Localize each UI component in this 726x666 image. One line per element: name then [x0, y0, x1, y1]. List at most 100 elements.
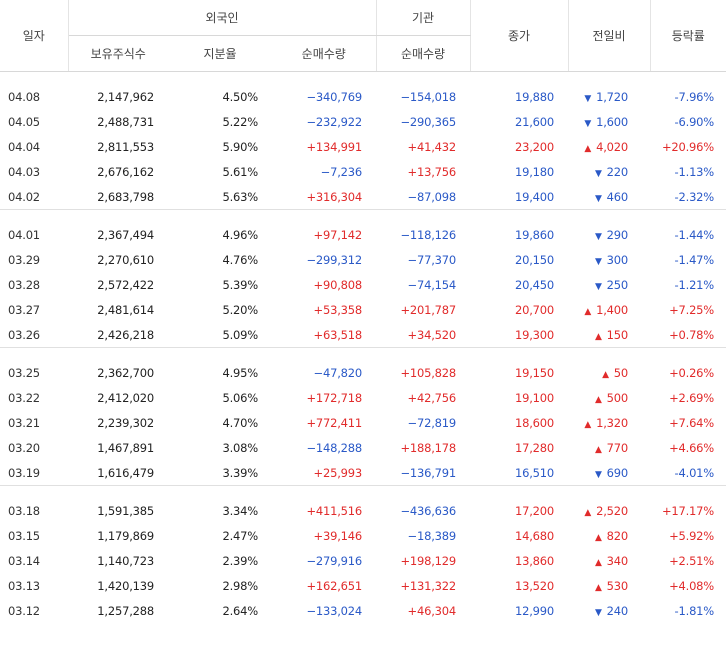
up-triangle-icon: ▲ [594, 394, 602, 405]
up-triangle-icon: ▲ [594, 444, 602, 455]
change-cell: ▼ 220 [568, 159, 650, 184]
down-triangle-icon: ▼ [594, 607, 602, 618]
header-foreign-ratio: 지분율 [168, 35, 272, 72]
change-value: 500 [606, 390, 629, 405]
table-row: 03.22 2,412,020 5.06% +172,718 +42,756 19,100… [0, 385, 726, 410]
change-cell: ▲ 1,320 [568, 410, 650, 435]
foreign-ratio-cell: 3.08% [222, 440, 258, 455]
date-cell: 03.20 [8, 440, 40, 455]
table-row: 04.08 2,147,962 4.50% −340,769 −154,018 19,88… [0, 84, 726, 109]
date-cell: 03.25 [8, 365, 40, 380]
change-cell: ▲ 500 [568, 385, 650, 410]
foreign-holding-cell: 2,683,798 [97, 189, 154, 204]
foreign-ratio-cell: 5.39% [222, 277, 258, 292]
date-cell: 03.14 [8, 553, 40, 568]
institution-net-cell: +131,322 [400, 578, 457, 593]
institution-net-cell: +201,787 [400, 302, 457, 317]
foreign-net-cell: +97,142 [313, 227, 363, 242]
change-cell: ▼ 300 [568, 247, 650, 272]
foreign-holding-cell: 1,140,723 [97, 553, 154, 568]
divider-cell [0, 209, 726, 222]
institution-net-cell: −436,636 [400, 503, 457, 518]
foreign-ratio-cell: 4.76% [222, 252, 258, 267]
change-cell: ▲ 770 [568, 435, 650, 460]
date-cell: 03.18 [8, 503, 40, 518]
change-cell: ▼ 690 [568, 460, 650, 486]
close-price-cell: 16,510 [514, 465, 555, 480]
change-rate-cell: -7.96% [674, 89, 715, 104]
change-value: 150 [606, 327, 629, 342]
change-cell: ▲ 150 [568, 322, 650, 348]
foreign-ratio-cell: 5.22% [222, 114, 258, 129]
change-rate-cell: -1.44% [674, 227, 715, 242]
header-date: 일자 [0, 0, 69, 72]
close-price-cell: 20,150 [514, 252, 555, 267]
foreign-net-cell: −7,236 [320, 164, 363, 179]
institution-net-cell: +198,129 [400, 553, 457, 568]
table-row: 03.19 1,616,479 3.39% +25,993 −136,791 16,510… [0, 460, 726, 486]
change-value: 690 [606, 465, 629, 480]
foreign-ratio-cell: 5.06% [222, 390, 258, 405]
close-price-cell: 17,280 [514, 440, 555, 455]
institution-net-cell: −72,819 [407, 415, 457, 430]
change-value: 1,320 [596, 415, 629, 430]
change-rate-cell: +0.26% [669, 365, 715, 380]
change-cell: ▼ 1,720 [568, 84, 650, 109]
header-foreign-net: 순매수량 [272, 35, 377, 72]
table-row: 03.29 2,270,610 4.76% −299,312 −77,370 20,150… [0, 247, 726, 272]
table-row: 04.04 2,811,553 5.90% +134,991 +41,432 23,200… [0, 134, 726, 159]
institution-net-cell: +46,304 [407, 603, 457, 618]
change-value: 300 [606, 252, 629, 267]
change-cell: ▲ 530 [568, 573, 650, 598]
institution-net-cell: −118,126 [400, 227, 457, 242]
change-cell: ▼ 240 [568, 598, 650, 623]
foreign-net-cell: +39,146 [313, 528, 363, 543]
change-value: 220 [606, 164, 629, 179]
change-rate-cell: +4.08% [669, 578, 715, 593]
table-row: 04.03 2,676,162 5.61% −7,236 +13,756 19,180 ▼ 2… [0, 159, 726, 184]
foreign-net-cell: −340,769 [306, 89, 363, 104]
change-value: 1,400 [596, 302, 629, 317]
investor-trading-table: 일자 외국인 기관 종가 전일비 등락률 보유주식수 지분율 순매수량 순매수량… [0, 0, 726, 623]
header-change-rate: 등락률 [650, 0, 726, 72]
foreign-ratio-cell: 4.70% [222, 415, 258, 430]
close-price-cell: 20,700 [514, 302, 555, 317]
change-value: 340 [606, 553, 629, 568]
change-rate-cell: +7.64% [669, 415, 715, 430]
date-cell: 04.08 [8, 89, 40, 104]
change-rate-cell: +4.66% [669, 440, 715, 455]
change-cell: ▲ 820 [568, 523, 650, 548]
foreign-net-cell: +172,718 [306, 390, 363, 405]
change-rate-cell: +2.51% [669, 553, 715, 568]
divider-cell [0, 72, 726, 85]
institution-net-cell: −154,018 [400, 89, 457, 104]
institution-net-cell: +34,520 [407, 327, 457, 342]
foreign-ratio-cell: 2.64% [222, 603, 258, 618]
header-institution-net: 순매수량 [376, 35, 471, 72]
institution-net-cell: +105,828 [400, 365, 457, 380]
close-price-cell: 18,600 [514, 415, 555, 430]
date-cell: 04.02 [8, 189, 40, 204]
institution-net-cell: +42,756 [407, 390, 457, 405]
up-triangle-icon: ▲ [594, 582, 602, 593]
institution-net-cell: +41,432 [407, 139, 457, 154]
change-rate-cell: -4.01% [674, 465, 715, 480]
change-cell: ▲ 1,400 [568, 297, 650, 322]
change-value: 1,720 [596, 89, 629, 104]
table-row: 04.02 2,683,798 5.63% +316,304 −87,098 19,400… [0, 184, 726, 210]
close-price-cell: 19,100 [514, 390, 555, 405]
table-row: 04.01 2,367,494 4.96% +97,142 −118,126 19,860… [0, 222, 726, 247]
table-row: 03.28 2,572,422 5.39% +90,808 −74,154 20,450 ▼… [0, 272, 726, 297]
change-value: 290 [606, 227, 629, 242]
header-foreign-group: 외국인 [68, 0, 377, 36]
foreign-net-cell: −232,922 [306, 114, 363, 129]
date-cell: 04.05 [8, 114, 40, 129]
change-cell: ▼ 1,600 [568, 109, 650, 134]
up-triangle-icon: ▲ [584, 507, 592, 518]
table-row: 03.21 2,239,302 4.70% +772,411 −72,819 18,600… [0, 410, 726, 435]
change-rate-cell: -6.90% [674, 114, 715, 129]
foreign-net-cell: +162,651 [306, 578, 363, 593]
down-triangle-icon: ▼ [594, 231, 602, 242]
change-rate-cell: -1.13% [674, 164, 715, 179]
close-price-cell: 23,200 [514, 139, 555, 154]
